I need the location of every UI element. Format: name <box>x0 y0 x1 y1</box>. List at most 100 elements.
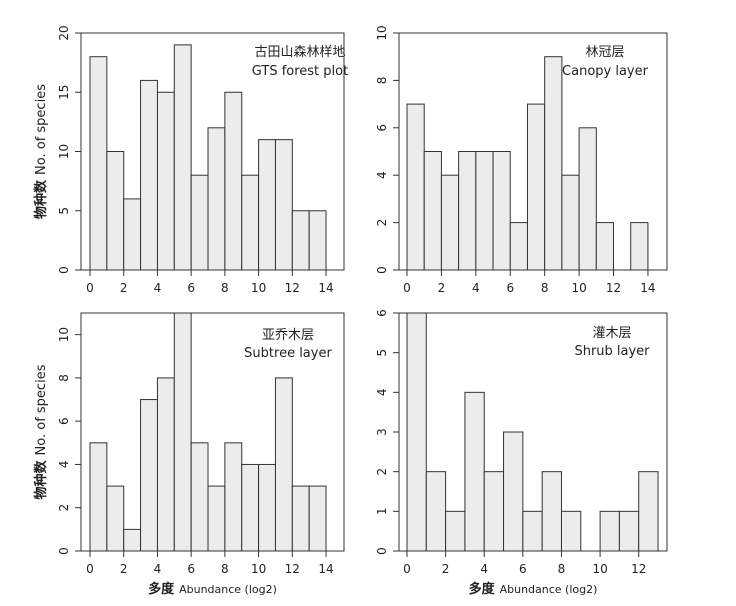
histogram-bar <box>464 391 485 552</box>
histogram-bar <box>106 485 125 552</box>
x-tick-label: 12 <box>631 562 646 576</box>
x-tick-label: 6 <box>506 281 514 295</box>
histogram-bar <box>140 399 158 552</box>
histogram-bar <box>241 174 260 271</box>
histogram-bar <box>274 377 293 552</box>
histogram-bar <box>308 485 327 552</box>
y-tick-label: 8 <box>375 77 389 85</box>
histogram-bar <box>274 139 293 271</box>
histogram-bar <box>423 151 442 271</box>
x-axis-label-zh: 多度 <box>469 581 496 597</box>
histogram-bar <box>89 442 108 552</box>
x-tick-label: 8 <box>558 562 566 576</box>
histogram-bar <box>425 471 447 552</box>
x-tick-label: 8 <box>541 281 549 295</box>
histogram-bar <box>406 312 427 552</box>
histogram-bar <box>595 222 615 271</box>
histogram-bar <box>173 44 192 271</box>
histogram-bar <box>526 103 546 271</box>
histogram-bar <box>492 151 511 271</box>
histogram-bar <box>123 528 142 552</box>
x-axis-label-en: Abundance (log2) <box>500 583 598 596</box>
histogram-bar <box>561 174 580 271</box>
histogram-bar <box>106 151 125 271</box>
y-tick-label: 20 <box>57 25 71 40</box>
y-tick-label: 0 <box>57 266 71 274</box>
x-tick-label: 6 <box>187 281 195 295</box>
x-tick-label: 4 <box>154 562 162 576</box>
y-tick-label: 0 <box>57 547 71 555</box>
histogram-bar <box>522 510 543 552</box>
x-tick-label: 0 <box>86 562 94 576</box>
y-tick-label: 3 <box>375 428 389 436</box>
x-tick-label: 10 <box>592 562 607 576</box>
panel-gts: 0 2 4 6 8 10 12 14 0 5 10 15 20 古田山森林样地 GTS forest plo… <box>33 25 348 295</box>
histogram-bar <box>638 471 659 552</box>
y-tick-label: 10 <box>375 25 389 40</box>
y-tick-label: 6 <box>375 309 389 317</box>
histogram-bar <box>445 510 466 552</box>
histogram-bar <box>458 151 477 271</box>
x-tick-label: 4 <box>480 562 488 576</box>
histogram-bar <box>308 210 327 271</box>
histogram-bar <box>578 127 597 271</box>
histogram-bar <box>156 377 175 552</box>
panel-title-zh: 灌木层 <box>592 326 631 341</box>
y-axis-label-zh: 物种数 <box>33 459 49 499</box>
x-tick-label: 14 <box>318 281 333 295</box>
x-tick-label: 0 <box>403 562 411 576</box>
x-axis-label-en: Abundance (log2) <box>179 583 277 596</box>
panel-canopy: 0 2 4 6 8 10 12 14 0 2 4 6 8 10 林冠层 Canopy layer <box>375 25 668 295</box>
histogram-bar <box>483 471 505 552</box>
histogram-bar <box>190 174 209 271</box>
x-axis-label: 多度 Abundance (log2) <box>469 581 598 597</box>
x-tick-label: 10 <box>571 281 586 295</box>
y-tick-label: 0 <box>375 266 389 274</box>
y-axis-label-en: No. of species <box>34 364 49 455</box>
panel-title-zh: 林冠层 <box>585 45 624 60</box>
histogram-bar <box>503 431 524 552</box>
x-tick-label: 2 <box>438 281 446 295</box>
histogram-bar <box>618 510 640 552</box>
y-tick-label: 5 <box>57 207 71 215</box>
x-tick-label: 0 <box>86 281 94 295</box>
histogram-bar <box>509 222 528 271</box>
y-tick-label: 4 <box>375 171 389 179</box>
y-axis-label-zh: 物种数 <box>33 179 49 219</box>
histogram-bar <box>207 485 226 552</box>
histogram-bar <box>406 103 425 271</box>
histogram-bar <box>224 91 243 271</box>
histogram-bar <box>560 510 582 552</box>
panel-title-zh: 古田山森林样地 <box>254 45 345 60</box>
x-tick-label: 2 <box>442 562 450 576</box>
y-axis-label: 物种数 No. of species <box>33 364 49 499</box>
y-tick-label: 4 <box>375 389 389 397</box>
histogram-bar <box>440 174 460 271</box>
histogram-bar <box>190 442 209 552</box>
y-tick-label: 2 <box>375 468 389 476</box>
histogram-bar <box>156 91 175 271</box>
panel-title-en: Canopy layer <box>562 64 649 79</box>
histogram-bar <box>258 139 276 271</box>
y-tick-label: 1 <box>375 508 389 516</box>
histogram-bar <box>173 312 192 552</box>
y-tick-label: 2 <box>57 504 71 512</box>
x-tick-label: 8 <box>221 281 229 295</box>
x-tick-label: 2 <box>120 562 128 576</box>
panel-subtree: 0 2 4 6 8 10 12 14 0 2 4 6 8 10 亚乔木层 Subtree layer 物种数 No… <box>33 312 345 597</box>
histogram-bar <box>599 510 620 552</box>
histogram-bar <box>291 210 310 271</box>
x-tick-label: 6 <box>187 562 195 576</box>
y-tick-label: 4 <box>57 461 71 469</box>
y-tick-label: 2 <box>375 219 389 227</box>
y-tick-label: 6 <box>375 124 389 132</box>
y-axis-label-en: No. of species <box>34 84 49 175</box>
histogram-bar <box>630 222 649 271</box>
x-tick-label: 14 <box>318 562 333 576</box>
x-tick-label: 10 <box>251 562 266 576</box>
x-tick-label: 2 <box>120 281 128 295</box>
x-tick-label: 4 <box>154 281 162 295</box>
x-tick-label: 0 <box>403 281 411 295</box>
x-axis-label-zh: 多度 <box>148 581 175 597</box>
